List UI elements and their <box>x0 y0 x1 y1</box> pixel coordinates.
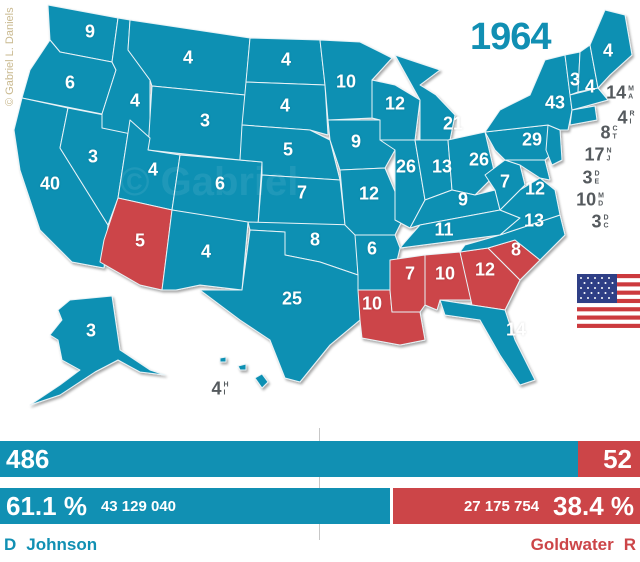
label-IA: 9 <box>350 131 362 152</box>
label-OR: 6 <box>64 72 76 93</box>
label-KY: 9 <box>457 189 469 210</box>
label-WV: 7 <box>499 171 511 192</box>
label-OK: 8 <box>309 229 321 250</box>
republican-party-letter: R <box>623 535 636 554</box>
popular-republican-segment: 27 175 754 38.4 % <box>393 488 640 524</box>
copyright-text: © Gabriel L. Daniels <box>4 7 16 106</box>
label-KS: 7 <box>296 182 308 203</box>
label-CA: 40 <box>39 173 61 194</box>
electoral-vote-bar: 486 52 <box>0 441 640 477</box>
republican-candidate: Goldwater R <box>531 535 636 555</box>
popular-democrat-segment: 61.1 % 43 129 040 <box>0 488 390 524</box>
label-AK: 3 <box>85 320 97 341</box>
label-SC: 8 <box>510 239 522 260</box>
label-ND: 4 <box>280 49 292 70</box>
label-IN: 13 <box>431 156 453 177</box>
state-OH <box>447 131 496 196</box>
state-VA <box>499 177 561 236</box>
us-electoral-map: © Gabriel 9 6 40 3 4 4 3 4 6 5 4 4 4 5 7… <box>13 4 635 406</box>
label-MI: 21 <box>442 113 464 134</box>
label-UT: 4 <box>147 159 159 180</box>
label-NH: 4 <box>584 76 596 97</box>
label-ID: 4 <box>129 90 141 111</box>
label-TN: 11 <box>434 219 454 240</box>
label-GA: 12 <box>474 259 496 280</box>
state-SD <box>241 81 329 136</box>
label-ME: 4 <box>602 40 614 61</box>
popular-democrat-pct: 61.1 % <box>6 490 87 521</box>
state-NJ <box>545 124 563 166</box>
label-CO: 6 <box>214 173 226 194</box>
state-FL <box>439 299 536 386</box>
state-HI-3 <box>219 356 227 363</box>
state-AK <box>29 295 166 406</box>
state-TX <box>199 229 361 383</box>
label-NE: 5 <box>282 139 294 160</box>
label-VT: 3 <box>569 69 581 90</box>
label-AZ: 5 <box>134 230 146 251</box>
state-CT <box>569 105 598 126</box>
label-AR: 6 <box>366 238 378 259</box>
label-AL: 10 <box>434 263 456 284</box>
label-NY: 43 <box>544 92 566 113</box>
label-WA: 9 <box>84 21 96 42</box>
electoral-republican-value: 52 <box>603 443 632 474</box>
state-MA <box>569 87 609 111</box>
label-WY: 3 <box>199 110 211 131</box>
label-TX: 25 <box>281 288 303 309</box>
popular-republican-pct: 38.4 % <box>553 490 634 521</box>
label-MO: 12 <box>358 183 380 204</box>
election-year: 1964 <box>470 16 552 58</box>
watermark: © Gabriel <box>120 160 299 204</box>
label-NC: 13 <box>523 210 545 231</box>
label-NM: 4 <box>200 241 212 262</box>
label-VA: 12 <box>524 178 546 199</box>
state-HI-2 <box>237 363 247 371</box>
label-OH: 26 <box>468 149 490 170</box>
label-PA: 29 <box>521 129 543 150</box>
state-WY <box>147 85 246 161</box>
electoral-republican-segment: 52 <box>578 441 640 477</box>
label-SD: 4 <box>279 95 291 116</box>
electoral-democrat-value: 486 <box>6 443 50 474</box>
label-MT: 4 <box>182 47 194 68</box>
democrat-candidate: D Johnson <box>4 535 107 555</box>
center-divider <box>319 428 320 540</box>
popular-republican-votes: 27 175 754 <box>463 497 540 515</box>
label-FL: 14 <box>505 319 527 340</box>
us-flag-icon <box>577 274 640 332</box>
state-MI <box>394 54 456 146</box>
state-MD <box>504 159 551 181</box>
electoral-democrat-segment: 486 <box>0 441 578 477</box>
label-LA: 10 <box>361 293 383 314</box>
democrat-candidate-name: Johnson <box>26 535 98 554</box>
label-WI: 12 <box>384 93 406 114</box>
label-MN: 10 <box>335 71 357 92</box>
democrat-party-letter: D <box>4 535 17 554</box>
popular-vote-bar: 61.1 % 43 129 040 27 175 754 38.4 % <box>0 488 640 524</box>
republican-candidate-name: Goldwater <box>530 535 614 554</box>
popular-democrat-votes: 43 129 040 <box>100 497 177 515</box>
map-svg <box>13 4 633 406</box>
label-IL: 26 <box>395 156 417 177</box>
state-HI <box>254 373 269 389</box>
label-NV: 3 <box>87 146 99 167</box>
label-MS: 7 <box>404 263 416 284</box>
state-NC <box>459 214 566 261</box>
